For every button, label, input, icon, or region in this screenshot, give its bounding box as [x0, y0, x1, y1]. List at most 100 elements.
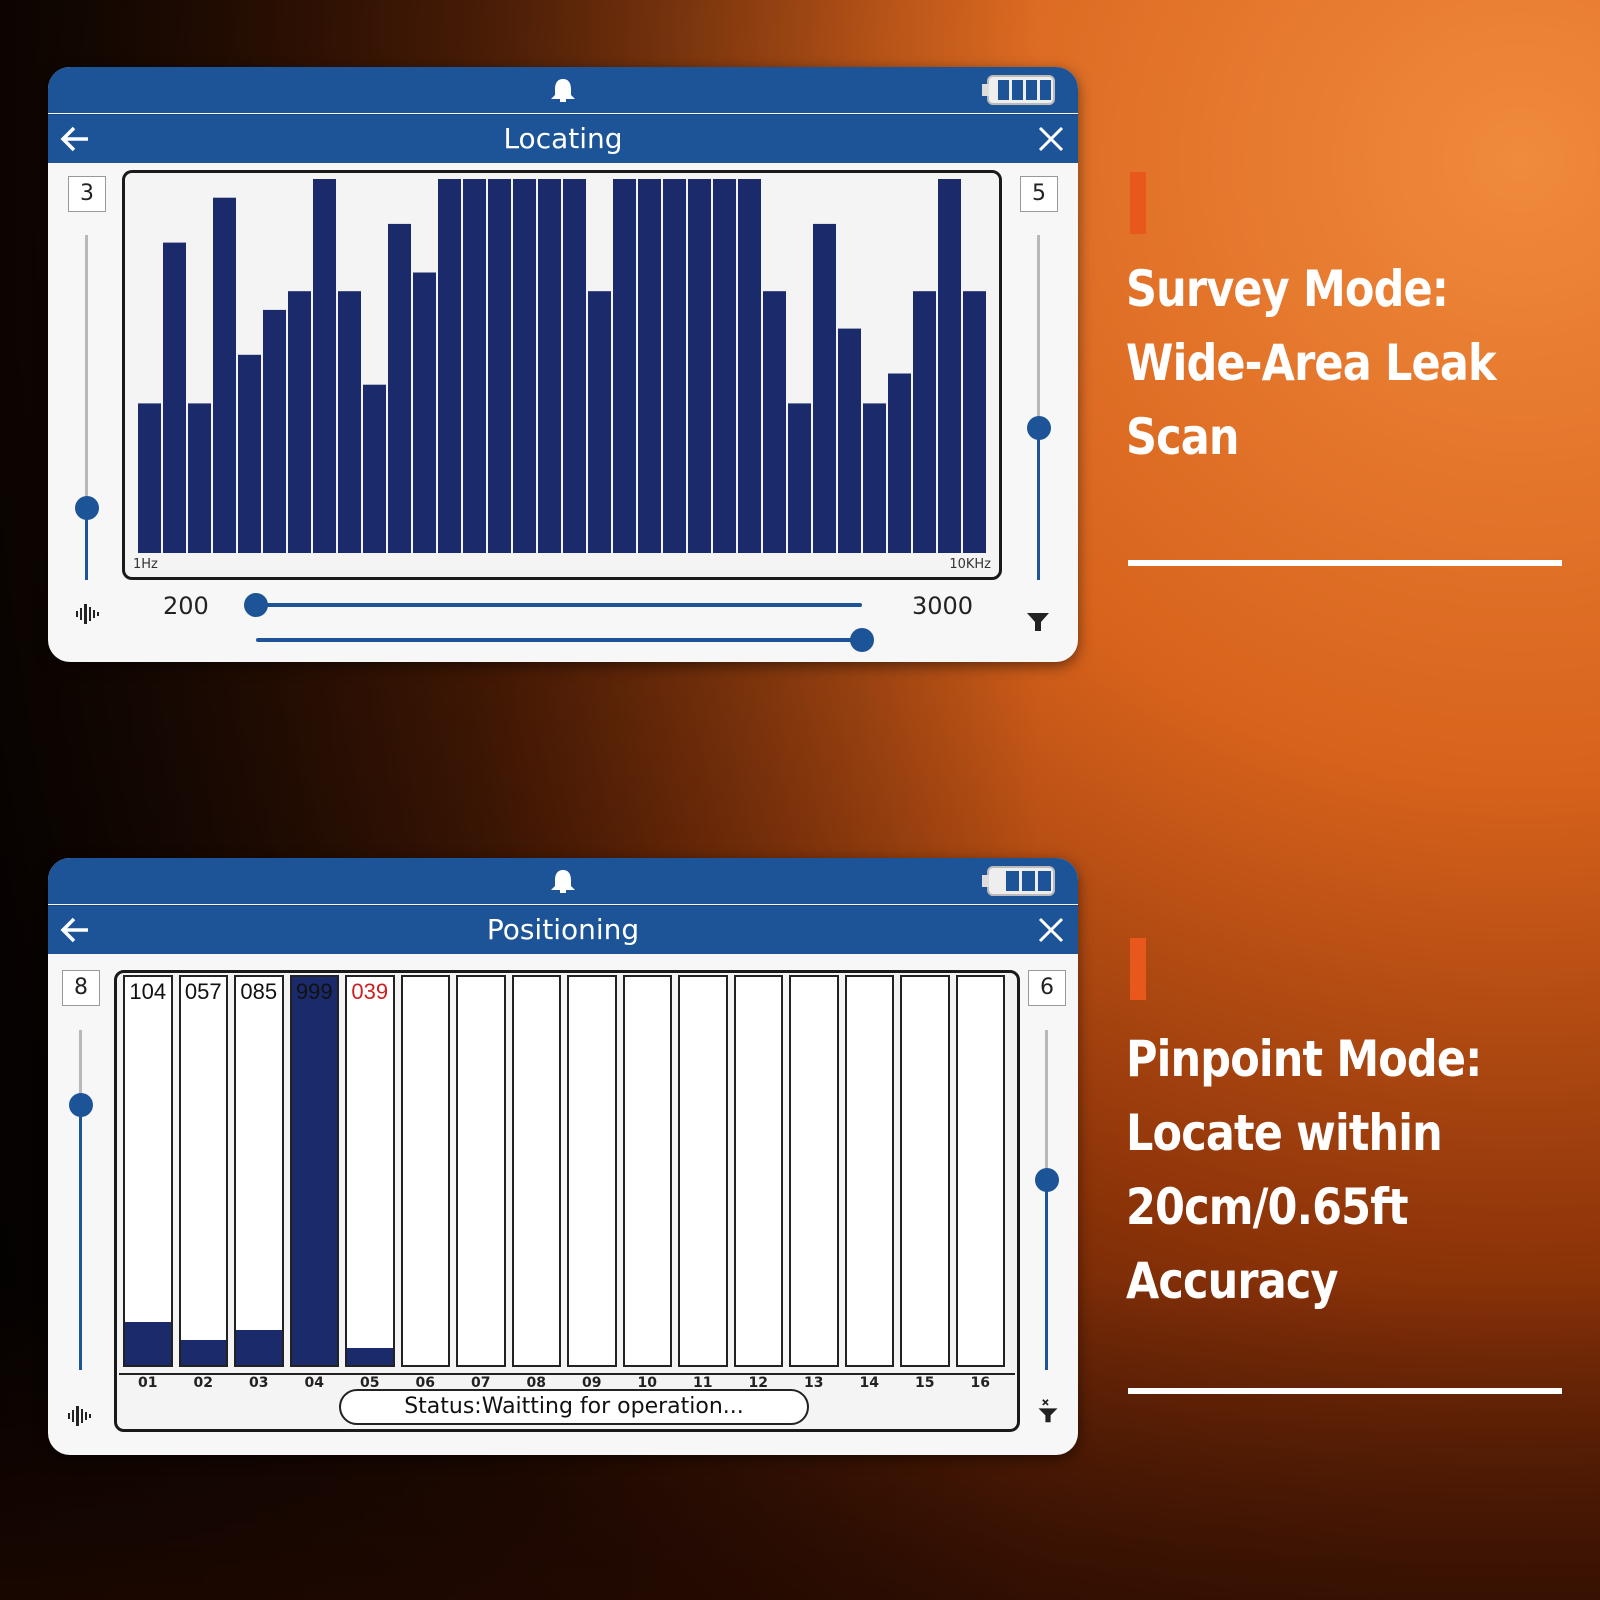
sound-wave-icon[interactable] — [74, 601, 100, 627]
channel-id-label: 01 — [138, 1375, 158, 1391]
channel-id-label: 05 — [360, 1375, 380, 1391]
status-message: Status:Waitting for operation... — [339, 1389, 809, 1425]
caption-line: Scan — [1126, 408, 1240, 466]
channel-value: 057 — [184, 979, 222, 1004]
positioning-screen: Positioning 8 6 104 01 057 02 085 03 999 04 039 0… — [48, 858, 1078, 1455]
spectrum-bar — [388, 223, 411, 553]
spectrum-bar — [188, 403, 211, 553]
channel-grid: 104 01 057 02 085 03 999 04 039 05 06 07 08 09 10 11 12 1… — [114, 970, 1020, 1432]
spectrum-bar — [888, 373, 911, 553]
channel-08[interactable] — [511, 975, 561, 1367]
spectrum-bar — [463, 179, 486, 553]
spectrum-bar — [138, 403, 161, 553]
spectrum-bars — [138, 179, 986, 553]
spectrum-bar — [588, 291, 611, 553]
caption-line: Locate within — [1126, 1104, 1443, 1162]
back-arrow-icon[interactable] — [58, 914, 94, 946]
channel-value: 999 — [295, 979, 333, 1004]
status-bar — [48, 858, 1078, 904]
spectrum-bar — [613, 179, 636, 553]
channel-id-label: 14 — [859, 1375, 879, 1391]
channel-01[interactable]: 104 — [123, 975, 173, 1367]
spectrum-bar — [213, 197, 236, 553]
channel-level-fill — [125, 1322, 171, 1365]
filter-icon[interactable] — [1025, 609, 1051, 635]
channel-14[interactable] — [844, 975, 894, 1367]
back-arrow-icon[interactable] — [58, 123, 94, 155]
channel-level-fill — [347, 1347, 393, 1365]
screen-title: Positioning — [486, 913, 640, 946]
channel-level-fill — [180, 1339, 226, 1365]
channel-10[interactable] — [622, 975, 672, 1367]
spectrum-bar — [963, 291, 986, 553]
channel-id-label: 10 — [637, 1375, 657, 1391]
channel-id-label: 06 — [415, 1375, 435, 1391]
accent-bar — [1130, 938, 1146, 1000]
channel-16[interactable] — [955, 975, 1005, 1367]
spectrum-bar — [688, 179, 711, 553]
slider-track — [85, 235, 88, 580]
spectrum-bar — [263, 309, 286, 553]
channel-id-label: 04 — [304, 1375, 324, 1391]
channel-06[interactable] — [400, 975, 450, 1367]
battery-icon — [982, 75, 1055, 105]
bell-icon — [551, 870, 575, 893]
spectrum-bar — [663, 179, 686, 553]
spectrum-bar — [788, 403, 811, 553]
channel-02[interactable]: 057 — [178, 975, 228, 1367]
survey-mode-caption: Survey Mode: Wide-Area Leak Scan — [1126, 252, 1497, 474]
freq-min-label: 1Hz — [133, 557, 158, 572]
spectrum-bar — [763, 291, 786, 553]
slider-knob[interactable] — [75, 495, 99, 520]
sound-wave-icon[interactable] — [66, 1403, 92, 1429]
screen-title: Locating — [503, 122, 623, 155]
caption-line: Accuracy — [1126, 1252, 1339, 1310]
slider-track — [256, 638, 862, 642]
low-cutoff-value: 200 — [163, 592, 209, 620]
channel-13[interactable] — [789, 975, 839, 1367]
caption-line: 20cm/0.65ft — [1126, 1178, 1409, 1236]
slider-knob[interactable] — [1035, 1167, 1059, 1192]
channel-11[interactable] — [678, 975, 728, 1367]
slider-knob[interactable] — [850, 628, 874, 652]
spectrum-bar — [538, 179, 561, 553]
channel-value: 104 — [129, 979, 167, 1004]
spectrum-bar — [913, 291, 936, 553]
channel-id-label: 08 — [526, 1375, 546, 1391]
slider-knob[interactable] — [69, 1092, 93, 1117]
divider — [1128, 1388, 1562, 1394]
channel-level-fill — [291, 977, 337, 1365]
spectrum-bar — [938, 179, 961, 553]
channel-09[interactable] — [567, 975, 617, 1367]
channel-15[interactable] — [900, 975, 950, 1367]
accent-bar — [1130, 172, 1146, 234]
spectrum-bar — [638, 179, 661, 553]
channel-12[interactable] — [733, 975, 783, 1367]
divider — [1128, 560, 1562, 566]
close-icon[interactable] — [1036, 124, 1066, 154]
filter-icon[interactable] — [1035, 1398, 1061, 1424]
spectrum-bar — [413, 272, 436, 553]
close-icon[interactable] — [1036, 915, 1066, 945]
spectrum-chart: 1Hz 10KHz — [122, 170, 1002, 580]
slider-track — [256, 603, 862, 607]
slider-fill — [85, 507, 88, 580]
slider-fill — [79, 1104, 82, 1370]
title-bar: Positioning — [48, 905, 1078, 954]
slider-knob[interactable] — [244, 593, 268, 617]
channel-07[interactable] — [456, 975, 506, 1367]
high-cutoff-value: 3000 — [912, 592, 974, 620]
channel-id-label: 15 — [915, 1375, 935, 1391]
spectrum-bar — [163, 242, 186, 553]
channel-id-label: 09 — [582, 1375, 602, 1391]
spectrum-bar — [288, 291, 311, 553]
channel-id-label: 12 — [748, 1375, 768, 1391]
channel-03[interactable]: 085 — [234, 975, 284, 1367]
battery-icon — [982, 866, 1055, 896]
caption-line: Survey Mode: — [1126, 260, 1449, 318]
channel-05[interactable]: 039 — [345, 975, 395, 1367]
spectrum-bar — [813, 223, 836, 553]
pinpoint-mode-caption: Pinpoint Mode: Locate within 20cm/0.65ft… — [1126, 1022, 1482, 1318]
channel-04[interactable]: 999 — [289, 975, 339, 1367]
slider-knob[interactable] — [1027, 416, 1051, 441]
